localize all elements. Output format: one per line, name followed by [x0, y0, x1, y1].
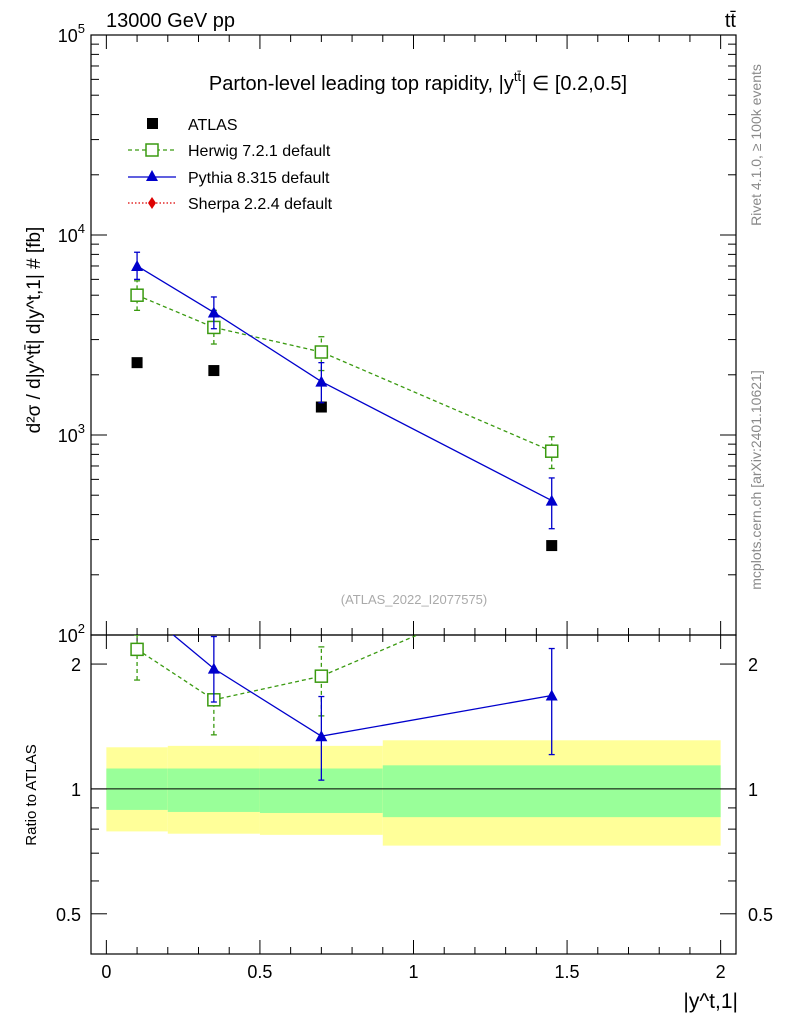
main-line-pythia [136, 265, 553, 502]
main-point-pythia [315, 375, 328, 387]
ratio-point-pythia [545, 689, 558, 701]
ratio-y-axis: 0.5 0.5 1 1 2 2 [56, 655, 773, 955]
ratio-y-axis-label: Ratio to ATLAS [23, 744, 40, 845]
legend-marker-pythia [146, 170, 158, 181]
legend: ATLAS Herwig 7.2.1 default Pythia 8.315 … [128, 117, 333, 213]
x-tick-label: 1.5 [555, 962, 580, 982]
main-y-axis: 102 103 104 105 [58, 21, 736, 646]
main-y-tick-label: 103 [58, 421, 85, 446]
main-point-herwig [314, 345, 329, 359]
ratio-y-tick-label: 2 [71, 655, 81, 675]
main-line-herwig [136, 294, 552, 452]
main-series [130, 251, 559, 552]
main-y-tick-label: 102 [58, 621, 85, 646]
ratio-series-clipped [130, 635, 558, 781]
ratio-line-pythia [172, 635, 552, 737]
main-point-pythia [131, 259, 144, 271]
x-axis-label: |y^t,1| [683, 990, 738, 1013]
main-y-axis-label: d²σ / d|y^tt̄| d|y^t,1| # [fb] [24, 227, 45, 434]
legend-label-herwig: Herwig 7.2.1 default [188, 143, 331, 160]
ratio-y-tick-label-right: 2 [748, 655, 758, 675]
uncertainty-bands [106, 740, 721, 846]
ratio-y-tick-label: 0.5 [56, 905, 81, 925]
main-point-herwig [130, 288, 144, 302]
ratio-point-pythia [207, 662, 220, 674]
ratio-y-tick-label-right: 0.5 [748, 905, 773, 925]
mcplots-label: mcplots.cern.ch [arXiv:2401.10621] [748, 370, 764, 589]
main-y-tick-label: 104 [58, 221, 85, 246]
x-tick-label: 0 [101, 962, 111, 982]
ratio-y-tick-label: 1 [71, 780, 81, 800]
x-tick-label: 2 [716, 962, 726, 982]
x-tick-label: 1 [408, 962, 418, 982]
legend-marker-atlas [147, 118, 158, 129]
chart-title: Parton-level leading top rapidity, |ytt̄… [209, 69, 627, 95]
ratio-point-herwig [314, 669, 329, 683]
ratio-line-herwig [136, 635, 419, 701]
legend-label-pythia: Pythia 8.315 default [188, 170, 330, 187]
ratio-series [130, 635, 558, 781]
band-green [382, 765, 721, 818]
main-point-pythia [207, 306, 220, 318]
rivet-label: Rivet 4.1.0, ≥ 100k events [748, 64, 764, 226]
main-point-herwig [544, 444, 559, 458]
band-green [167, 768, 260, 812]
legend-marker-herwig [145, 143, 159, 157]
main-point-atlas [131, 357, 143, 369]
main-point-atlas [315, 401, 327, 413]
process-label: tt̄ [725, 10, 737, 32]
legend-label-sherpa: Sherpa 2.2.4 default [188, 196, 333, 213]
analysis-watermark: (ATLAS_2022_I2077575) [341, 592, 487, 607]
ratio-y-tick-label-right: 1 [748, 780, 758, 800]
energy-label: 13000 GeV pp [106, 10, 235, 32]
legend-label-atlas: ATLAS [188, 117, 238, 134]
ratio-point-pythia [315, 730, 328, 742]
main-point-atlas [546, 540, 558, 552]
legend-marker-sherpa [148, 197, 156, 209]
main-point-atlas [208, 365, 220, 377]
main-point-pythia [545, 494, 558, 506]
ratio-point-herwig [130, 642, 144, 657]
x-axis: 0 0.5 1 1.5 2 [101, 35, 726, 982]
main-y-tick-label: 105 [58, 21, 85, 46]
x-tick-label: 0.5 [247, 962, 272, 982]
